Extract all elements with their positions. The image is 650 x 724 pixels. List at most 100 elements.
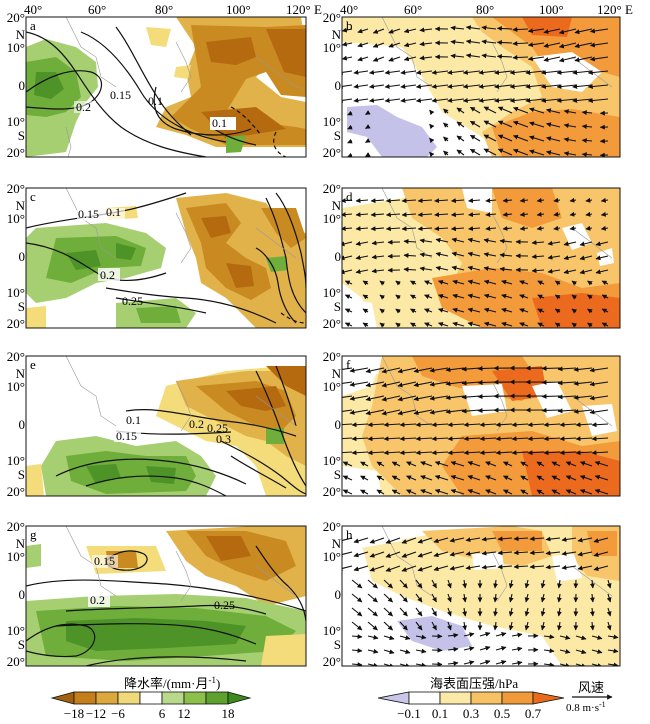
contour-label: 0.2 <box>90 593 105 607</box>
lat-label: 20° <box>7 10 25 25</box>
panel-h: h <box>338 526 620 667</box>
legend-tick: −12 <box>86 706 106 719</box>
lat-label: 10° <box>7 379 25 394</box>
lat-label: 20° <box>7 181 25 196</box>
lat-label: 20° <box>323 484 341 499</box>
legend-swatch <box>378 692 409 704</box>
legend-swatch <box>162 692 184 704</box>
lon-label: 100° <box>226 2 251 17</box>
lat-label: 0 <box>19 417 26 432</box>
wind-vector <box>497 56 512 57</box>
wind-vector <box>513 43 528 44</box>
contour-label: 0.15 <box>78 207 99 221</box>
legend-pressure-title: 海表面压强/hPa <box>430 676 518 691</box>
contour-label: 0.15 <box>110 88 131 102</box>
legend-swatch <box>533 692 564 704</box>
lon-label: 60° <box>404 2 422 17</box>
lat-label: 10° <box>323 211 341 226</box>
lat-label: S <box>18 637 25 652</box>
lat-label: 0 <box>19 249 26 264</box>
wind-vector <box>478 382 496 383</box>
lon-label: 120° E <box>597 2 633 17</box>
lon-label: 40° <box>340 2 358 17</box>
wind-vector <box>542 382 560 383</box>
panel-c: 0.15 0.1 0.2 0.25 c <box>26 188 306 328</box>
legend-swatch <box>118 692 140 704</box>
legend-tick: 0.1 <box>432 706 448 719</box>
legend-precip-title-sup: -1 <box>209 675 217 685</box>
contour-label: 0.1 <box>106 205 121 219</box>
lat-label: 10° <box>323 549 341 564</box>
contour-label: 0.2 <box>76 100 91 114</box>
panel-g: 0.15 0.2 0.25 g <box>26 526 306 666</box>
wind-vector <box>542 396 560 397</box>
svg-text:0.8 m·s-1: 0.8 m·s-1 <box>566 700 606 714</box>
legend-tick: 0.7 <box>525 706 542 719</box>
wind-scale: 风速 0.8 m·s-1 <box>566 680 612 714</box>
lat-label: 20° <box>323 654 341 669</box>
legend-tick: −18 <box>64 706 84 719</box>
legend-swatch <box>471 692 502 704</box>
wind-vector <box>478 396 496 397</box>
legend-swatch <box>96 692 118 704</box>
lat-label: 10° <box>7 285 25 300</box>
lat-label: 20° <box>323 145 341 160</box>
legend-swatch <box>502 692 533 704</box>
lat-label: 0 <box>335 249 342 264</box>
panel-label: c <box>30 189 36 204</box>
wind-vector <box>478 368 496 369</box>
lon-label: 80° <box>155 2 173 17</box>
wind-vector <box>513 57 528 58</box>
legend-precip-bar <box>52 692 250 704</box>
wind-scale-title: 风速 <box>578 680 604 695</box>
lat-label: S <box>334 128 341 143</box>
wind-vector <box>542 368 560 369</box>
top-lon-labels-right: 40° 60° 80° 100° 120° E <box>340 2 633 17</box>
lat-label: S <box>18 128 25 143</box>
lat-label: 20° <box>323 519 341 534</box>
legend-swatch <box>409 692 440 704</box>
wind-vector <box>513 29 528 30</box>
legend-tick: −6 <box>111 706 125 719</box>
wind-vector <box>478 410 496 411</box>
lat-label: S <box>18 467 25 482</box>
contour-label: 0.3 <box>216 432 231 446</box>
lon-label: 100° <box>539 2 564 17</box>
panel-f: f <box>334 356 620 496</box>
legend-tick: 12 <box>178 706 191 719</box>
lat-label: 0 <box>19 587 26 602</box>
lat-label: 20° <box>323 316 341 331</box>
contour-label: 0.15 <box>94 554 115 568</box>
contour-label: 0.25 <box>122 294 143 308</box>
lat-label: 0 <box>335 417 342 432</box>
panel-e: 0.1 0.15 0.2 0.25 0.3 e <box>26 356 306 496</box>
lat-label: 20° <box>7 145 25 160</box>
legend-swatch <box>184 692 206 704</box>
lat-label: 10° <box>7 114 25 129</box>
contour-label: 0.2 <box>100 268 115 282</box>
wind-vector <box>497 28 512 29</box>
lat-label: 20° <box>323 349 341 364</box>
lat-label: S <box>334 299 341 314</box>
lat-labels-left: 20°N10°010°S20°20°N10°010°S20°20°N10°010… <box>7 10 26 669</box>
panel-label: e <box>30 357 36 372</box>
legend-pressure-bar <box>378 692 564 704</box>
legend-tick: −0.1 <box>397 706 421 719</box>
contour-label: 0.1 <box>126 413 141 427</box>
legend-tick: 0.5 <box>494 706 510 719</box>
lat-label: 20° <box>7 654 25 669</box>
lat-label: 10° <box>323 379 341 394</box>
lat-label: 20° <box>7 349 25 364</box>
lat-label: 10° <box>7 623 25 638</box>
lat-label: 10° <box>323 453 341 468</box>
wind-scale-value: 0.8 m·s <box>566 702 599 714</box>
lat-label: 10° <box>7 211 25 226</box>
legend-swatch <box>52 692 74 704</box>
lat-label: S <box>18 299 25 314</box>
lon-label: 80° <box>476 2 494 17</box>
panel-label: a <box>30 18 36 33</box>
lat-label: 10° <box>323 114 341 129</box>
